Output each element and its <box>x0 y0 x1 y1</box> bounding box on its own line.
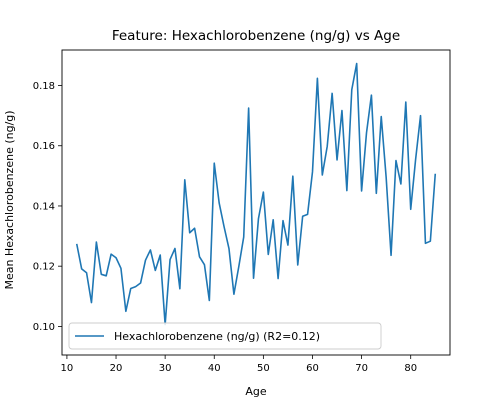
x-tick-label: 50 <box>257 363 270 374</box>
y-tick-label: 0.18 <box>33 81 55 92</box>
x-tick-label: 10 <box>61 363 74 374</box>
x-tick-label: 20 <box>110 363 123 374</box>
y-tick-label: 0.10 <box>33 322 55 333</box>
x-axis-ticks: 10 20 30 40 50 60 70 80 <box>61 355 418 374</box>
series-line-hexachlorobenzene <box>77 64 436 325</box>
x-tick-label: 70 <box>355 363 368 374</box>
y-tick-label: 0.16 <box>33 141 55 152</box>
y-tick-label: 0.14 <box>33 201 55 212</box>
y-axis-label: Mean Hexachlorobenzene (ng/g) <box>3 110 16 289</box>
chart-title: Feature: Hexachlorobenzene (ng/g) vs Age <box>112 28 400 44</box>
x-tick-label: 60 <box>306 363 319 374</box>
y-axis-ticks: 0.10 0.12 0.14 0.16 0.18 <box>33 81 62 333</box>
x-tick-label: 40 <box>208 363 221 374</box>
x-axis-label: Age <box>245 385 267 398</box>
x-tick-label: 80 <box>404 363 417 374</box>
legend: Hexachlorobenzene (ng/g) (R2=0.12) <box>69 323 381 349</box>
legend-entry-label: Hexachlorobenzene (ng/g) (R2=0.12) <box>114 330 320 343</box>
y-tick-label: 0.12 <box>33 262 55 273</box>
x-tick-label: 30 <box>159 363 172 374</box>
plot-area-frame <box>62 50 450 355</box>
